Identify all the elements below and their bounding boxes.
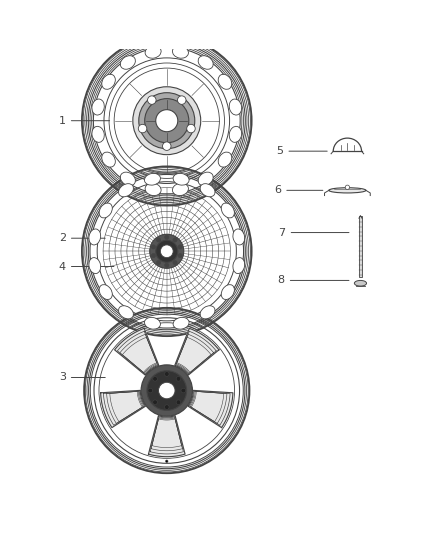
Polygon shape <box>148 416 185 457</box>
Circle shape <box>153 376 157 381</box>
Ellipse shape <box>92 99 104 115</box>
Ellipse shape <box>221 203 234 218</box>
Polygon shape <box>115 328 159 375</box>
Circle shape <box>156 238 161 242</box>
Circle shape <box>156 261 161 265</box>
Text: 6: 6 <box>274 185 323 195</box>
Ellipse shape <box>119 184 134 197</box>
Circle shape <box>147 370 187 410</box>
Circle shape <box>133 87 201 155</box>
Circle shape <box>148 96 156 104</box>
Circle shape <box>164 405 169 409</box>
Circle shape <box>145 99 189 143</box>
Circle shape <box>176 400 181 405</box>
Text: 8: 8 <box>278 276 349 286</box>
Circle shape <box>345 185 350 189</box>
Ellipse shape <box>173 317 189 329</box>
Ellipse shape <box>120 56 135 69</box>
Circle shape <box>166 460 168 463</box>
Text: 1: 1 <box>59 116 110 126</box>
Circle shape <box>162 142 171 150</box>
Ellipse shape <box>198 172 213 185</box>
Ellipse shape <box>145 317 160 329</box>
Ellipse shape <box>102 74 115 90</box>
Ellipse shape <box>102 152 115 167</box>
Ellipse shape <box>145 183 161 196</box>
Ellipse shape <box>92 126 104 142</box>
Ellipse shape <box>173 173 189 185</box>
Ellipse shape <box>233 229 245 245</box>
Ellipse shape <box>89 229 101 245</box>
Circle shape <box>165 235 169 239</box>
Ellipse shape <box>99 285 112 300</box>
Ellipse shape <box>221 285 234 300</box>
Circle shape <box>150 235 184 268</box>
Circle shape <box>152 254 155 258</box>
Ellipse shape <box>229 99 242 115</box>
Circle shape <box>187 124 195 133</box>
Ellipse shape <box>229 126 242 142</box>
Text: 5: 5 <box>276 146 327 156</box>
Ellipse shape <box>145 173 160 185</box>
Ellipse shape <box>329 188 366 193</box>
Circle shape <box>141 365 192 416</box>
Bar <box>359 215 362 277</box>
Circle shape <box>138 124 147 133</box>
Circle shape <box>139 93 195 149</box>
Ellipse shape <box>218 152 232 167</box>
Ellipse shape <box>119 306 134 319</box>
Text: 3: 3 <box>59 373 105 383</box>
Circle shape <box>153 400 157 405</box>
Circle shape <box>178 254 182 258</box>
Ellipse shape <box>173 46 188 58</box>
Circle shape <box>152 245 155 249</box>
Ellipse shape <box>198 56 213 69</box>
Ellipse shape <box>89 257 101 273</box>
Circle shape <box>156 240 178 262</box>
Ellipse shape <box>200 306 215 319</box>
Ellipse shape <box>200 184 215 197</box>
Text: 4: 4 <box>59 262 114 271</box>
Circle shape <box>156 110 178 132</box>
Ellipse shape <box>145 46 161 58</box>
Ellipse shape <box>173 183 188 196</box>
Ellipse shape <box>218 74 232 90</box>
Circle shape <box>177 96 186 104</box>
Polygon shape <box>101 390 145 427</box>
Circle shape <box>178 245 182 249</box>
Circle shape <box>160 245 173 257</box>
Circle shape <box>159 382 175 399</box>
Circle shape <box>176 376 181 381</box>
Circle shape <box>165 263 169 268</box>
Ellipse shape <box>233 257 245 273</box>
Text: 2: 2 <box>59 233 105 243</box>
Circle shape <box>173 238 177 242</box>
Ellipse shape <box>354 280 367 286</box>
Polygon shape <box>175 328 219 375</box>
Polygon shape <box>188 390 233 427</box>
Circle shape <box>164 372 169 376</box>
Text: 7: 7 <box>279 228 349 238</box>
Circle shape <box>173 261 177 265</box>
Circle shape <box>148 388 152 393</box>
Ellipse shape <box>120 172 135 185</box>
Ellipse shape <box>99 203 112 218</box>
Circle shape <box>181 388 186 393</box>
